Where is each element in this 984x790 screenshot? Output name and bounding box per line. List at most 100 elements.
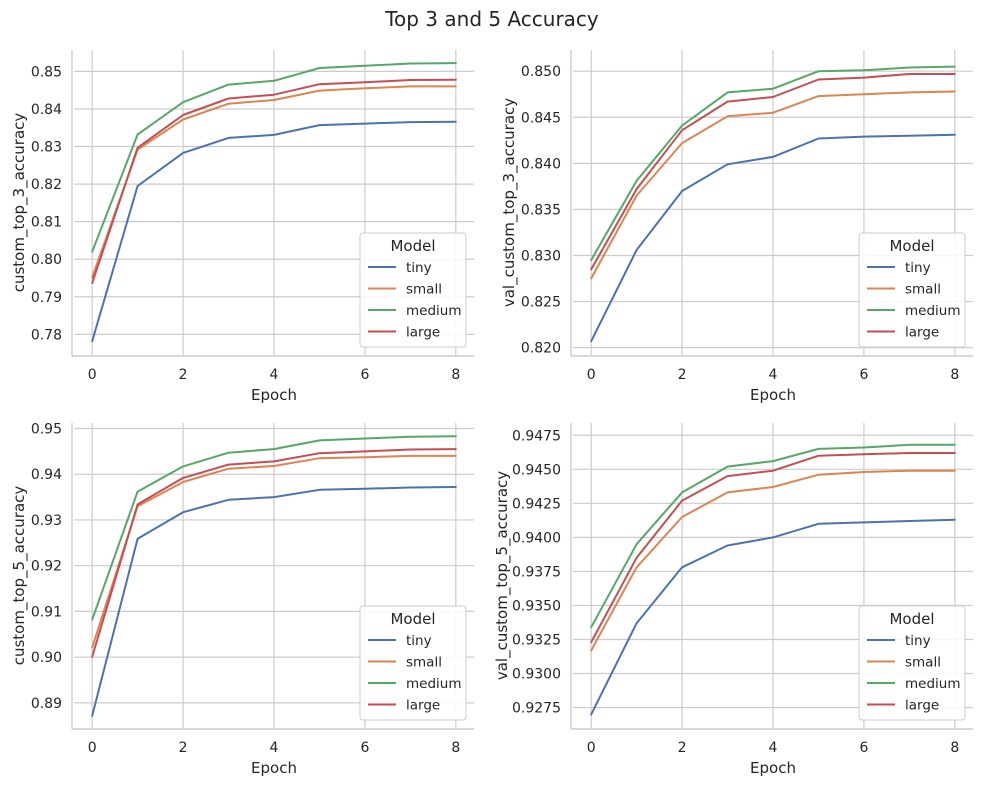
y-tick-label: 0.81 xyxy=(31,215,62,231)
y-tick-label: 0.80 xyxy=(31,252,62,268)
series-line-medium xyxy=(590,65,956,262)
y-tick-label: 0.78 xyxy=(31,327,62,343)
legend: Model tiny small medium large xyxy=(858,232,966,348)
series-line-large xyxy=(590,452,956,644)
x-tick-label: 0 xyxy=(88,740,97,756)
y-tick-label: 0.93 xyxy=(31,513,62,529)
x-tick-label: 6 xyxy=(360,740,369,756)
y-tick-label: 0.845 xyxy=(521,110,561,126)
legend-label-medium: medium xyxy=(406,676,461,692)
x-tick-label: 8 xyxy=(451,367,460,383)
series-line-tiny xyxy=(590,518,956,716)
y-tick-label: 0.84 xyxy=(31,102,62,118)
y-axis-label: custom_top_5_accuracy xyxy=(10,486,29,666)
y-tick-label: 0.820 xyxy=(521,341,561,357)
y-tick-label: 0.835 xyxy=(521,202,561,218)
y-tick-label: 0.9300 xyxy=(512,667,561,683)
y-tick-label: 0.9475 xyxy=(512,428,561,444)
legend-label-medium: medium xyxy=(905,303,960,319)
x-tick-label: 6 xyxy=(859,367,868,383)
legend: Model tiny small medium large xyxy=(359,232,467,348)
legend-label-tiny: tiny xyxy=(406,633,432,649)
legend-title: Model xyxy=(390,610,435,628)
y-tick-label: 0.9425 xyxy=(512,496,561,512)
legend-title: Model xyxy=(889,237,934,255)
x-tick-label: 0 xyxy=(88,367,97,383)
x-axis-label: Epoch xyxy=(251,759,297,777)
legend-label-small: small xyxy=(406,655,442,671)
series-line-tiny xyxy=(91,486,457,717)
chart-panel-2: 0 2 4 6 8 0.820 0.825 0.830 0.835 0.840 0.845 0.850… xyxy=(500,50,973,404)
x-tick-label: 8 xyxy=(950,740,959,756)
y-tick-label: 0.91 xyxy=(31,604,62,620)
y-tick-label: 0.89 xyxy=(31,696,62,712)
x-tick-label: 2 xyxy=(179,740,188,756)
legend-label-tiny: tiny xyxy=(406,260,432,276)
x-tick-label: 8 xyxy=(950,367,959,383)
series-line-small xyxy=(91,454,457,649)
chart-panel-1: 0 2 4 6 8 0.78 0.79 0.80 0.81 0.82 0.83 0.84 0.85 Epo… xyxy=(10,50,474,404)
x-tick-label: 4 xyxy=(270,740,279,756)
legend-frame xyxy=(359,605,467,721)
series-line-tiny xyxy=(590,133,956,343)
legend-frame xyxy=(858,232,966,348)
y-tick-label: 0.85 xyxy=(31,64,62,80)
legend: Model tiny small medium large xyxy=(359,605,467,721)
x-tick-label: 2 xyxy=(678,367,687,383)
series-line-small xyxy=(590,90,956,280)
legend-label-large: large xyxy=(905,698,939,714)
y-tick-label: 0.840 xyxy=(521,156,561,172)
x-tick-label: 2 xyxy=(678,740,687,756)
series-line-medium xyxy=(91,62,457,253)
legend-label-small: small xyxy=(406,282,442,298)
y-tick-label: 0.92 xyxy=(31,559,62,575)
x-tick-label: 0 xyxy=(587,740,596,756)
chart-panel-3: 0 2 4 6 8 0.89 0.90 0.91 0.92 0.93 0.94 0.95 Epoch cu… xyxy=(10,421,474,777)
y-tick-label: 0.9400 xyxy=(512,530,561,546)
legend: Model tiny small medium large xyxy=(858,605,966,721)
y-tick-label: 0.94 xyxy=(31,467,62,483)
y-tick-label: 0.9275 xyxy=(512,701,561,717)
legend-frame xyxy=(359,232,467,348)
series-line-small xyxy=(91,85,457,279)
x-tick-label: 4 xyxy=(270,367,279,383)
series-line-large xyxy=(91,448,457,658)
x-axis-label: Epoch xyxy=(251,386,297,404)
y-axis-label: custom_top_3_accuracy xyxy=(10,113,29,293)
y-tick-label: 0.830 xyxy=(521,248,561,264)
legend-title: Model xyxy=(889,610,934,628)
legend-label-large: large xyxy=(406,698,440,714)
legend-label-medium: medium xyxy=(406,303,461,319)
y-tick-label: 0.850 xyxy=(521,64,561,80)
x-tick-label: 2 xyxy=(179,367,188,383)
series-line-medium xyxy=(91,435,457,621)
y-tick-label: 0.83 xyxy=(31,140,62,156)
series-line-small xyxy=(590,469,956,652)
legend-label-small: small xyxy=(905,282,941,298)
legend-label-tiny: tiny xyxy=(905,260,931,276)
y-axis-label: val_custom_top_5_accuracy xyxy=(493,471,512,680)
legend-label-large: large xyxy=(406,325,440,341)
x-tick-label: 8 xyxy=(451,740,460,756)
y-tick-label: 0.9450 xyxy=(512,462,561,478)
chart-panel-4: 0 2 4 6 8 0.9275 0.9300 0.9325 0.9350 0.9375 0.940… xyxy=(493,423,973,777)
legend-title: Model xyxy=(390,237,435,255)
legend-label-large: large xyxy=(905,325,939,341)
legend-label-medium: medium xyxy=(905,676,960,692)
y-tick-label: 0.825 xyxy=(521,295,561,311)
x-tick-label: 4 xyxy=(769,367,778,383)
y-tick-label: 0.95 xyxy=(31,421,62,437)
legend-label-tiny: tiny xyxy=(905,633,931,649)
series-line-large xyxy=(91,78,457,284)
y-tick-label: 0.90 xyxy=(31,650,62,666)
y-axis-label: val_custom_top_3_accuracy xyxy=(500,98,519,307)
series-line-tiny xyxy=(91,120,457,343)
x-axis-label: Epoch xyxy=(750,386,796,404)
x-tick-label: 0 xyxy=(587,367,596,383)
x-tick-label: 6 xyxy=(859,740,868,756)
series-line-large xyxy=(590,73,956,271)
legend-frame xyxy=(858,605,966,721)
y-tick-label: 0.79 xyxy=(31,290,62,306)
